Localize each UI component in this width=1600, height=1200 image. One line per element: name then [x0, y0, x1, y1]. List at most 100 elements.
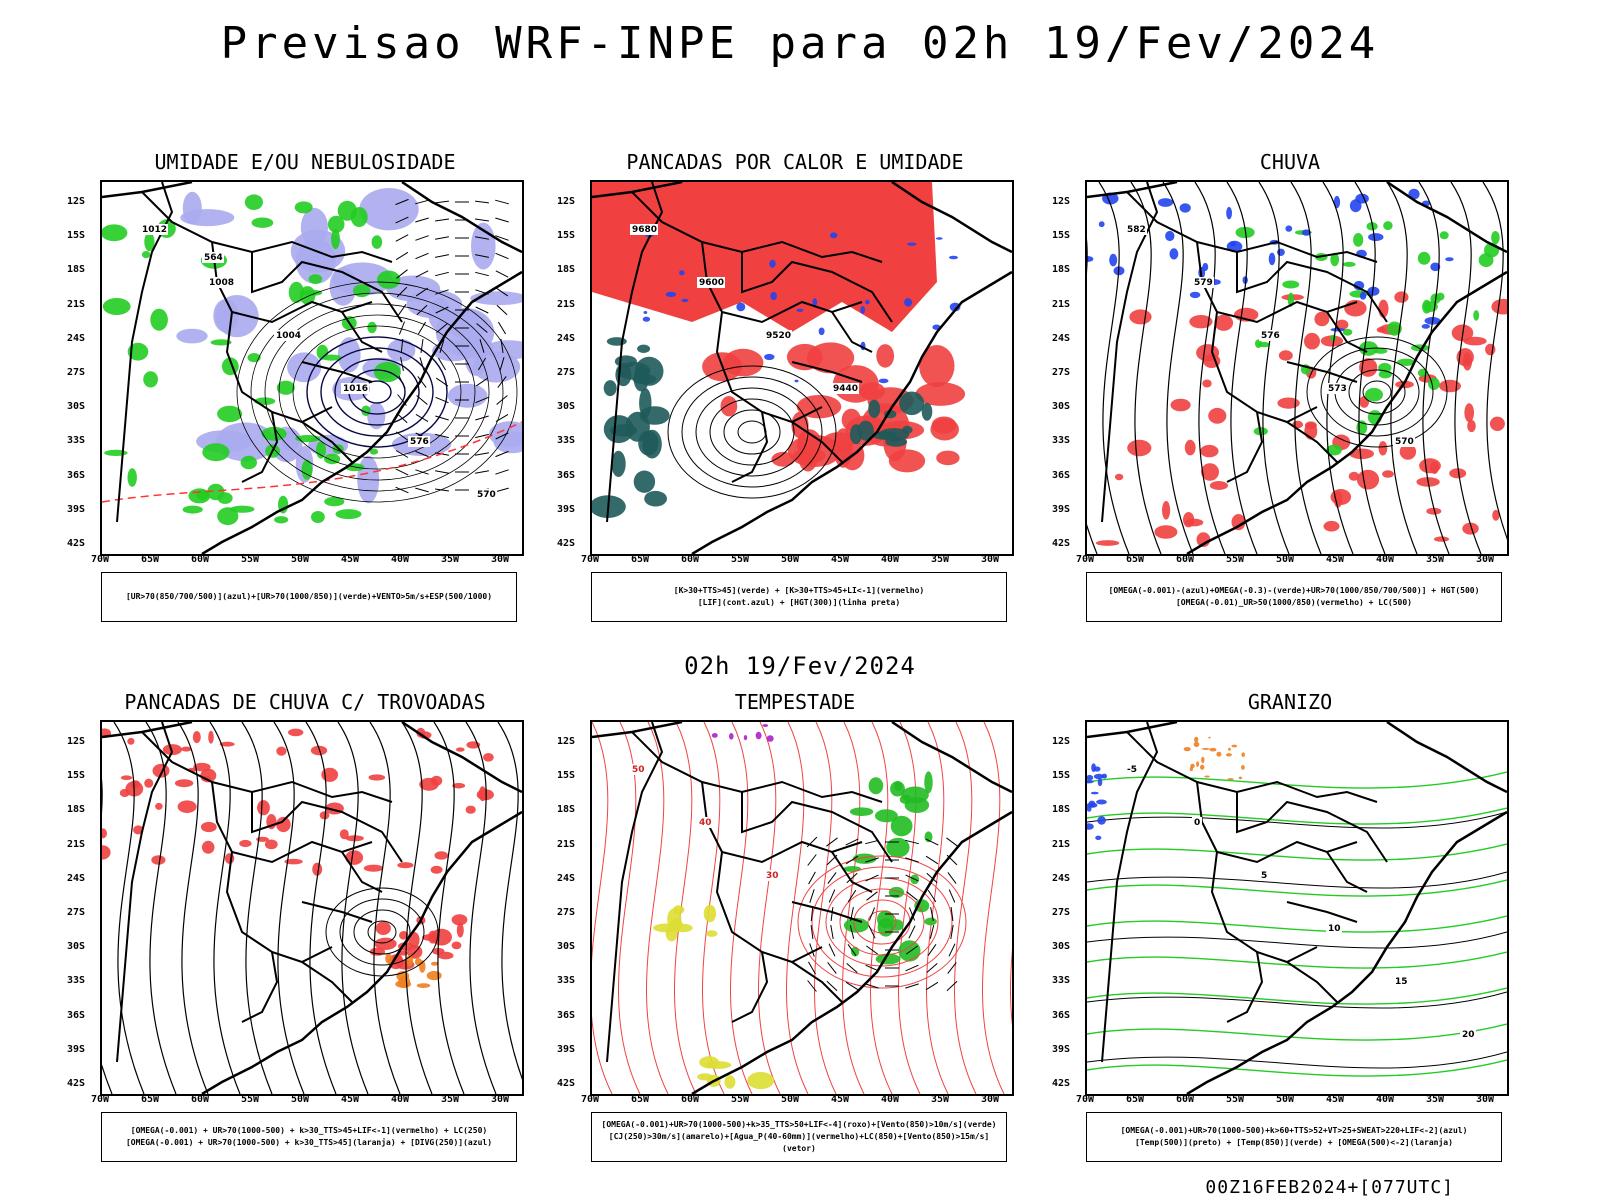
wind-vector [808, 871, 816, 885]
omega-green [1255, 339, 1262, 348]
temperature-500-contour [1087, 991, 1507, 1009]
political-border-4 [606, 182, 664, 523]
panel-title: TEMPESTADE [734, 690, 856, 714]
low-level-humidity [316, 441, 326, 459]
coastline [592, 182, 1012, 554]
rain-fill [1127, 439, 1152, 457]
precipitable-water-contour [730, 722, 753, 1094]
low-level-humidity [141, 251, 151, 259]
wind-vector [416, 304, 428, 316]
rain-fill [1349, 448, 1374, 460]
humidity-fill [447, 383, 488, 408]
omega-orange [1200, 764, 1205, 770]
lifted-index-contour [665, 291, 677, 297]
latitude-label: 24S [557, 332, 576, 344]
panel-title: PANCADAS POR CALOR E UMIDADE [626, 150, 964, 174]
wind-vector [435, 289, 449, 295]
instability-fill [798, 444, 818, 472]
latitude-label: 39S [1052, 1043, 1071, 1055]
omega-blue [1157, 198, 1174, 207]
wind-vector [420, 339, 424, 353]
contour-label: 5 [1261, 871, 1267, 881]
instability-fill [720, 396, 738, 417]
contour-label: 570 [477, 490, 496, 500]
streamline [1258, 182, 1290, 554]
lifted-index-contour [812, 298, 818, 306]
omega-green [1365, 387, 1383, 402]
longitude-label: 70W [91, 554, 110, 565]
wind-vector [496, 304, 508, 316]
contour-label: 579 [1194, 278, 1213, 288]
low-level-humidity [377, 270, 401, 289]
longitude-label: 65W [141, 554, 160, 565]
omega-orange [1194, 736, 1199, 743]
streamline [273, 722, 305, 1094]
humidity-fill [359, 188, 419, 231]
instability-fill [807, 342, 855, 374]
political-border-3 [241, 411, 353, 483]
lifted-index-contour [818, 327, 825, 336]
omega-blue [1189, 291, 1201, 299]
political-border-2 [715, 311, 823, 424]
low-level-humidity [240, 455, 257, 470]
wind-vector [415, 270, 429, 278]
purple-fill [755, 731, 762, 740]
storm-fill [310, 745, 328, 756]
k-index-fill [644, 490, 667, 507]
wind-850-fill [924, 917, 937, 926]
jet-fill [699, 1056, 719, 1069]
rain-fill [1463, 336, 1487, 346]
rain-fill [1394, 291, 1409, 303]
omega-green [1478, 253, 1494, 268]
omega-blue [1421, 324, 1430, 329]
storm-fill [200, 821, 217, 833]
omega-blue [1202, 262, 1209, 272]
omega-orange [1228, 747, 1231, 751]
k-index-fill [899, 391, 925, 416]
political-border-6 [301, 311, 383, 383]
latitude-label: 30S [557, 941, 576, 953]
k-index-fill [868, 399, 881, 418]
jet-fill [697, 1073, 713, 1081]
precipitable-water-contour [954, 722, 977, 1094]
latitude-label: 42S [1052, 1078, 1071, 1089]
k-index-fill [642, 429, 662, 459]
contour-label-bg [207, 277, 235, 288]
streamline [369, 722, 401, 1094]
jet-fill [747, 1072, 775, 1090]
map-frame: 582 579 576 573 570 [1085, 180, 1509, 556]
low-level-humidity [371, 235, 383, 249]
wind-vector [400, 357, 404, 371]
k-index-fill [632, 374, 657, 385]
wind-vector [495, 235, 509, 241]
map-panel: TEMPESTADE 50 40 30 12S 15S 18S 21S 24S 27S 30S 33S… [545, 690, 1045, 1190]
contour-label: 9440 [833, 384, 858, 394]
rain-fill [1154, 525, 1178, 539]
contour-label-bg [274, 330, 302, 341]
latitude-label: 18S [67, 264, 86, 276]
wind-850-fill [843, 866, 862, 872]
wind-850-fill [877, 910, 895, 929]
latitude-label: 15S [67, 230, 86, 242]
wind-vector [415, 287, 429, 297]
rain-fill [1201, 463, 1219, 481]
wind-850-fill [874, 809, 898, 823]
political-border-0 [631, 731, 883, 803]
storm-fill [181, 746, 192, 752]
omega-blue [1098, 221, 1105, 228]
storm-fill [177, 800, 197, 813]
lifted-index-contour [907, 242, 917, 246]
storm-fill [428, 930, 438, 944]
omega-green [1326, 444, 1342, 456]
wind-vector [437, 357, 447, 371]
latitude-label: 36S [67, 1009, 86, 1021]
instability-fill [723, 348, 764, 377]
longitude-label: 45W [341, 1094, 360, 1105]
omega-blue [1368, 233, 1384, 242]
precipitable-water-contour [786, 722, 809, 1094]
latitude-label: 27S [557, 907, 576, 918]
wind-vector [475, 377, 489, 387]
streamline [241, 722, 273, 1094]
political-border-4 [116, 722, 174, 1063]
low-level-humidity [301, 289, 323, 296]
